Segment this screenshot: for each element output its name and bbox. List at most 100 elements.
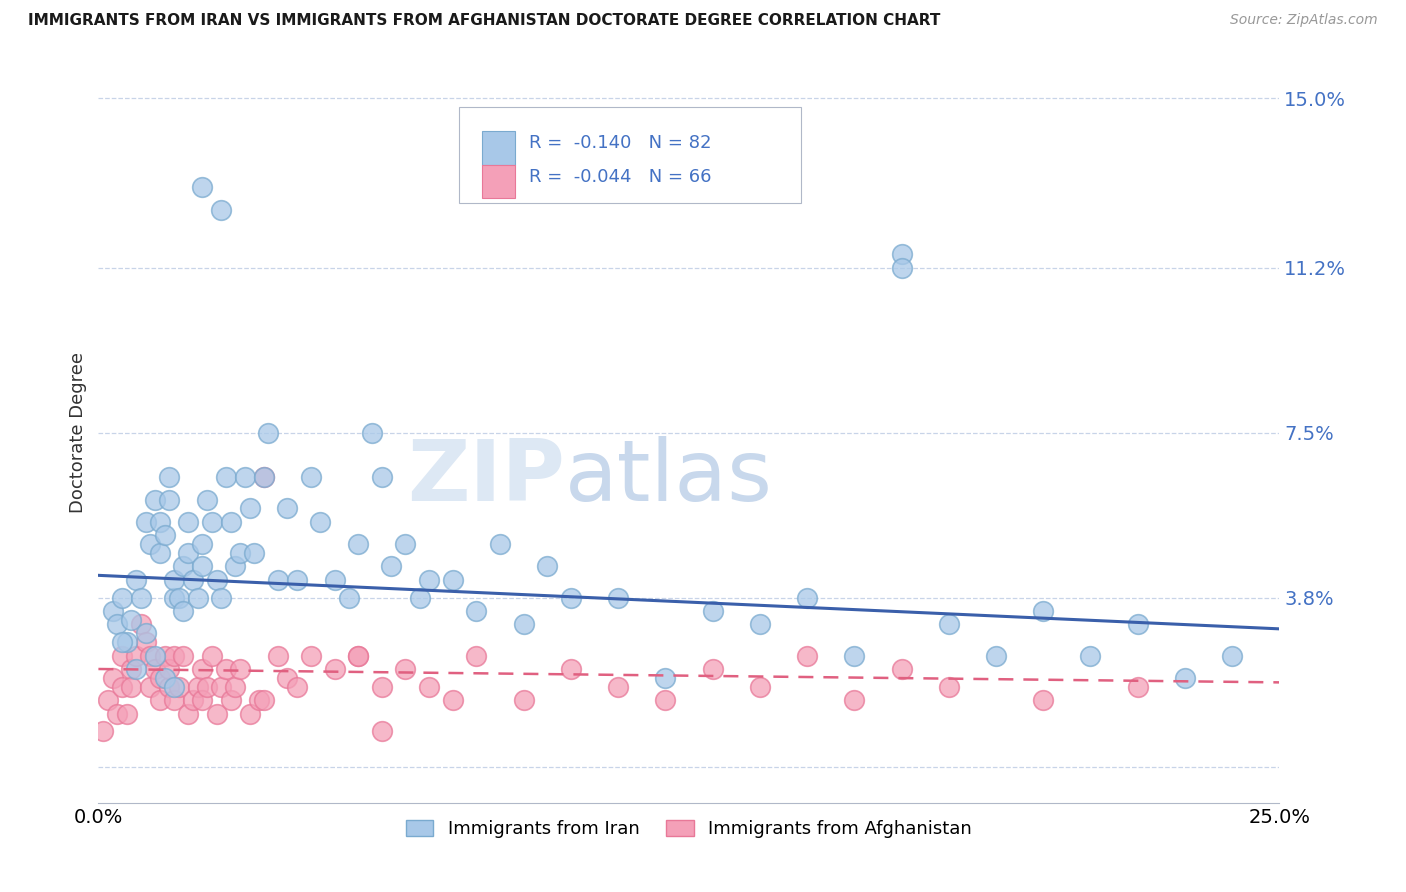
Point <box>418 680 440 694</box>
Point <box>229 662 252 676</box>
Y-axis label: Doctorate Degree: Doctorate Degree <box>69 352 87 513</box>
Point <box>163 591 186 605</box>
Point <box>890 260 912 275</box>
Point <box>1126 617 1149 632</box>
Point <box>1032 693 1054 707</box>
Point <box>143 648 166 663</box>
Text: atlas: atlas <box>565 435 773 518</box>
Point <box>125 648 148 663</box>
Point <box>323 573 346 587</box>
Point <box>224 559 246 574</box>
Point <box>607 680 630 694</box>
Point <box>105 706 128 721</box>
FancyBboxPatch shape <box>482 165 516 198</box>
Point <box>219 693 242 707</box>
Point <box>890 247 912 261</box>
Point <box>111 648 134 663</box>
Point <box>844 693 866 707</box>
Point <box>195 492 218 507</box>
Point <box>394 537 416 551</box>
Point <box>129 591 152 605</box>
Point <box>105 617 128 632</box>
Point <box>465 604 488 618</box>
Point <box>191 180 214 194</box>
Point <box>380 559 402 574</box>
Point <box>177 546 200 560</box>
Point <box>239 706 262 721</box>
Point <box>512 693 534 707</box>
Point <box>91 724 114 739</box>
Point <box>1174 671 1197 685</box>
Point <box>233 470 256 484</box>
Point <box>177 515 200 529</box>
Text: R =  -0.140   N = 82: R = -0.140 N = 82 <box>530 135 711 153</box>
Point <box>465 648 488 663</box>
Point <box>229 546 252 560</box>
Point <box>163 573 186 587</box>
Point <box>129 617 152 632</box>
Point <box>796 648 818 663</box>
Point <box>111 635 134 649</box>
Point <box>97 693 120 707</box>
Point <box>153 671 176 685</box>
Point <box>191 693 214 707</box>
Point <box>285 680 308 694</box>
Point <box>195 680 218 694</box>
Point <box>890 662 912 676</box>
Point <box>408 591 430 605</box>
Point <box>115 706 138 721</box>
Point <box>101 671 124 685</box>
Point <box>267 648 290 663</box>
Point <box>441 573 464 587</box>
Point <box>748 617 770 632</box>
FancyBboxPatch shape <box>482 131 516 164</box>
Point <box>267 573 290 587</box>
Point <box>209 202 232 217</box>
Point <box>337 591 360 605</box>
Point <box>512 617 534 632</box>
Point <box>157 680 180 694</box>
Point <box>157 662 180 676</box>
Point <box>702 604 724 618</box>
Point <box>187 680 209 694</box>
Point <box>139 537 162 551</box>
Point <box>323 662 346 676</box>
Text: ZIP: ZIP <box>408 435 565 518</box>
Point <box>560 591 582 605</box>
Point <box>215 470 238 484</box>
Point <box>135 626 157 640</box>
Point <box>560 662 582 676</box>
Point <box>654 693 676 707</box>
Text: IMMIGRANTS FROM IRAN VS IMMIGRANTS FROM AFGHANISTAN DOCTORATE DEGREE CORRELATION: IMMIGRANTS FROM IRAN VS IMMIGRANTS FROM … <box>28 13 941 29</box>
Point <box>125 662 148 676</box>
Point <box>347 648 370 663</box>
Point <box>1126 680 1149 694</box>
Point <box>135 515 157 529</box>
Point <box>209 680 232 694</box>
Point <box>172 648 194 663</box>
Point <box>111 680 134 694</box>
Point <box>253 470 276 484</box>
Point <box>181 573 204 587</box>
Point <box>157 492 180 507</box>
Legend: Immigrants from Iran, Immigrants from Afghanistan: Immigrants from Iran, Immigrants from Af… <box>399 813 979 846</box>
Point <box>984 648 1007 663</box>
Point <box>121 613 143 627</box>
Point <box>243 546 266 560</box>
Point <box>371 470 394 484</box>
Point <box>285 573 308 587</box>
Point <box>1080 648 1102 663</box>
Point <box>276 671 298 685</box>
Point <box>309 515 332 529</box>
Text: Source: ZipAtlas.com: Source: ZipAtlas.com <box>1230 13 1378 28</box>
Point <box>111 591 134 605</box>
Point <box>177 706 200 721</box>
Point <box>163 680 186 694</box>
Point <box>536 559 558 574</box>
Point <box>167 591 190 605</box>
Point <box>489 537 512 551</box>
Point <box>748 680 770 694</box>
Point <box>149 515 172 529</box>
Point <box>191 662 214 676</box>
Point <box>157 470 180 484</box>
